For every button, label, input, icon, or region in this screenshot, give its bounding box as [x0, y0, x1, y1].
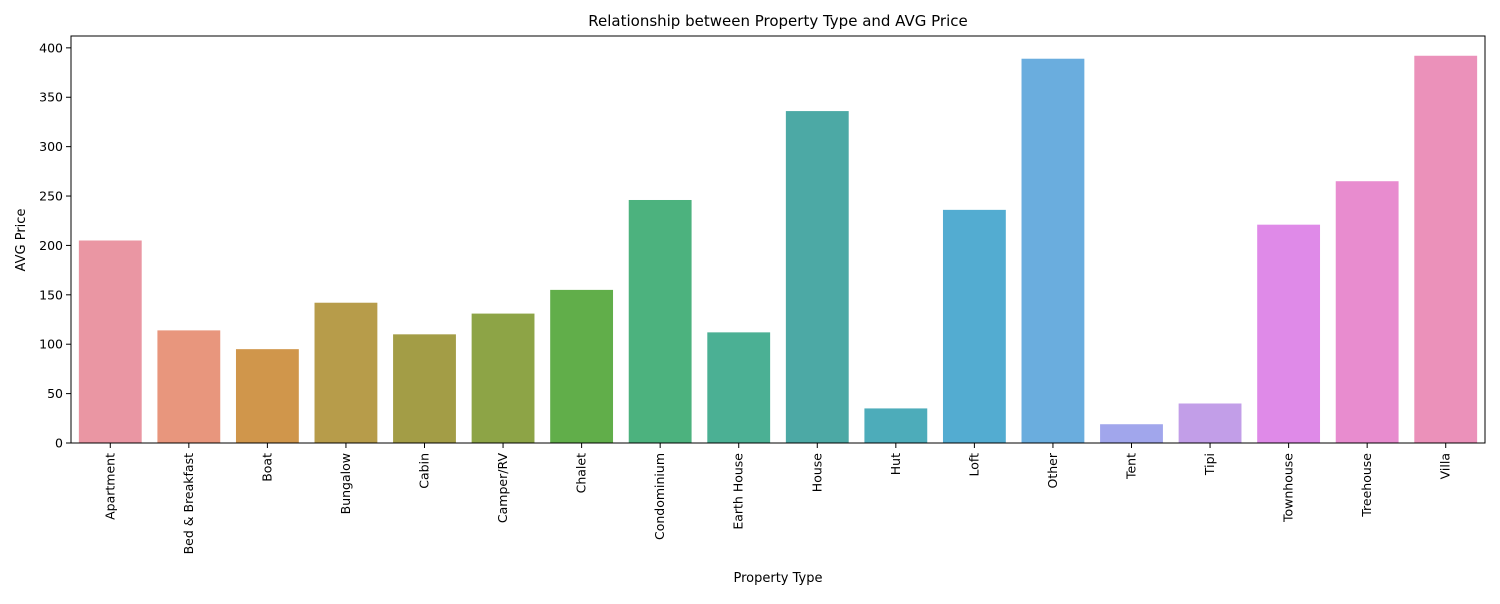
bar-villa	[1414, 55, 1478, 443]
y-tick-label: 300	[39, 139, 63, 154]
y-axis-label: AVG Price	[14, 209, 29, 272]
y-tick-label: 350	[39, 90, 63, 105]
bar-loft	[942, 209, 1006, 443]
bar-treehouse	[1335, 181, 1399, 443]
bar-bungalow	[314, 302, 378, 443]
plot-frame	[70, 35, 1486, 444]
y-axis-ticks: 0 50 100 150 200 250 300 350 400	[39, 40, 71, 451]
x-tick-label: Loft	[966, 453, 981, 477]
x-tick-label: Other	[1045, 452, 1060, 488]
bar-cabin	[393, 334, 456, 443]
bar-hut	[864, 408, 928, 443]
x-tick-label: Bed & Breakfast	[181, 453, 196, 554]
y-tick-label: 150	[39, 287, 63, 302]
x-tick-label: Condominium	[652, 453, 667, 540]
bar-condominium	[628, 199, 692, 443]
x-tick-label: Hut	[888, 453, 903, 475]
x-tick-label: Tipi	[1202, 453, 1217, 476]
x-tick-label: Apartment	[102, 453, 117, 520]
x-tick-label: House	[809, 453, 824, 492]
bar-tent	[1100, 424, 1163, 443]
bar-earth-house	[707, 332, 771, 443]
y-tick-label: 0	[55, 436, 63, 451]
x-tick-label: Cabin	[417, 453, 432, 489]
x-tick-label: Treehouse	[1359, 453, 1374, 518]
bar-chalet	[550, 289, 614, 443]
y-tick-label: 100	[39, 337, 63, 352]
bars-group	[78, 55, 1478, 443]
x-tick-label: Villa	[1438, 453, 1453, 479]
y-tick-label: 200	[39, 238, 63, 253]
y-tick-label: 50	[47, 386, 63, 401]
bar-apartment	[78, 240, 142, 443]
x-tick-label: Tent	[1124, 453, 1139, 480]
x-axis-label: Property Type	[733, 571, 822, 586]
x-tick-label: Earth House	[731, 453, 746, 530]
bar-tipi	[1178, 403, 1242, 443]
x-tick-label: Boat	[259, 453, 274, 482]
bar-bed-breakfast	[157, 330, 221, 443]
x-tick-label: Camper/RV	[495, 453, 510, 524]
x-tick-label: Bungalow	[338, 453, 353, 514]
bar-camper-rv	[471, 313, 535, 443]
bar-other	[1021, 58, 1085, 443]
bar-boat	[235, 349, 299, 443]
chart-title: Relationship between Property Type and A…	[588, 12, 967, 30]
bar-townhouse	[1257, 224, 1321, 443]
bar-house	[785, 111, 849, 443]
x-tick-label: Chalet	[574, 453, 589, 493]
y-tick-label: 400	[39, 40, 63, 55]
x-tick-label: Townhouse	[1281, 453, 1296, 523]
y-tick-label: 250	[39, 189, 63, 204]
x-axis-ticks: Apartment Bed & Breakfast Boat Bungalow Cabi…	[102, 443, 1453, 554]
